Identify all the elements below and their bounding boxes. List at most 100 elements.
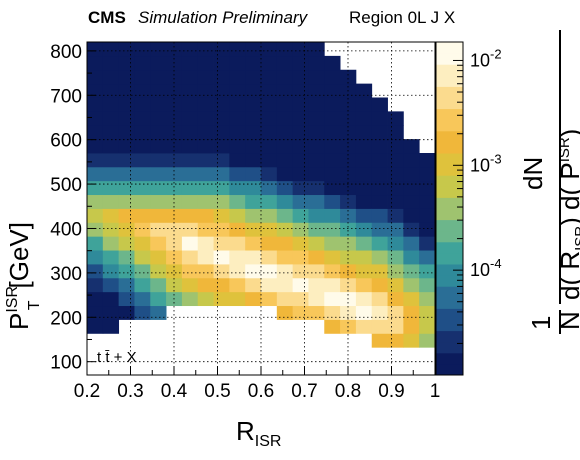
heatmap-cell (134, 111, 151, 126)
heatmap-cell (87, 55, 104, 71)
color-scale-border (435, 41, 464, 376)
heatmap-cell (102, 166, 120, 182)
heatmap-cell (197, 166, 214, 182)
color-scale-step (436, 119, 463, 132)
heatmap-cell (181, 194, 199, 209)
color-scale-step (436, 108, 463, 121)
heatmap-cell (292, 222, 309, 237)
z-axis-ticks: 10-4 10-3 10-2 (453, 46, 502, 344)
heatmap-cell (276, 69, 294, 85)
heatmap-cell (276, 139, 294, 154)
heatmap-cell (308, 264, 325, 279)
color-scale-step (436, 363, 463, 376)
heatmap-cell (118, 305, 135, 320)
heatmap-cell (308, 180, 325, 196)
heatmap-cell (292, 250, 309, 265)
heatmap-cell (419, 208, 436, 223)
color-scale-step (436, 75, 463, 87)
heatmap-cell (229, 125, 246, 140)
color-scale-step (436, 230, 463, 243)
experiment-label: CMS (88, 8, 126, 27)
color-scale-step (436, 197, 463, 209)
heatmap-cell (308, 305, 325, 320)
x-tick-label: 0.2 (74, 381, 100, 402)
heatmap-cell (181, 83, 199, 98)
heatmap-cell (150, 139, 167, 154)
heatmap-cell (245, 166, 262, 182)
color-scale-step (436, 341, 463, 354)
heatmap-cell (292, 111, 309, 126)
heatmap-cell (261, 166, 278, 182)
heatmap-cell (324, 69, 341, 85)
heatmap-cell (134, 180, 151, 196)
heatmap-cell (197, 222, 214, 237)
heatmap-cell (371, 166, 388, 182)
heatmap-cell (118, 111, 135, 126)
heatmap-cell (245, 291, 262, 307)
heatmap-cell (213, 194, 230, 209)
heatmap-cell (340, 194, 357, 209)
heatmap-cell (245, 222, 262, 237)
heatmap-cell (387, 139, 404, 154)
color-scale-step (436, 97, 463, 110)
heatmap-cell (102, 139, 120, 154)
heatmap-cell (197, 125, 214, 140)
heatmap-cell (150, 264, 167, 279)
heatmap-cell (261, 264, 278, 279)
heatmap-cell (340, 305, 357, 320)
heatmap-cell (166, 250, 183, 265)
heatmap-cell (197, 83, 214, 98)
heatmap-cell (102, 305, 120, 320)
heatmap-cell (371, 222, 388, 237)
heatmap-cell (387, 111, 404, 126)
heatmap-cell (261, 97, 278, 112)
color-scale-step (436, 130, 463, 143)
heatmap-cell (308, 277, 325, 293)
color-scale-step (436, 275, 463, 287)
heatmap-cell (118, 194, 135, 209)
heatmap-cell (419, 264, 436, 279)
heatmap-cell (261, 291, 278, 307)
heatmap-cell (292, 194, 309, 209)
heatmap-cell (308, 55, 325, 71)
heatmap-cell (403, 180, 420, 196)
heatmap-cell (276, 180, 294, 196)
heatmap-cell (213, 166, 230, 182)
heatmap-cell (197, 250, 214, 265)
heatmap-cell (403, 222, 420, 237)
heatmap-cell (245, 277, 262, 293)
heatmap-cell (355, 208, 373, 223)
heatmap-cell (181, 236, 199, 251)
heatmap-cell (261, 153, 278, 168)
heatmap-cell (229, 97, 246, 112)
heatmap-cell (292, 291, 309, 307)
heatmap-cell (181, 222, 199, 237)
heatmap-cell (308, 111, 325, 126)
heatmap-cell (245, 83, 262, 98)
heatmap-cell (371, 319, 388, 334)
heatmap-cell (261, 222, 278, 237)
heatmap-cell (419, 291, 436, 307)
heatmap-cell (166, 208, 183, 223)
heatmap-cell (340, 125, 357, 140)
heatmap-cell (213, 139, 230, 154)
heatmap-cell (134, 166, 151, 182)
heatmap-cell (134, 305, 151, 320)
heatmap-cell (229, 264, 246, 279)
heatmap-cell (419, 333, 436, 348)
heatmap-cell (419, 236, 436, 251)
heatmap-cell (403, 277, 420, 293)
heatmap-cell (102, 264, 120, 279)
heatmap-cell (181, 264, 199, 279)
heatmap-cell (308, 125, 325, 140)
heatmap-cell (213, 236, 230, 251)
heatmap-cell (308, 291, 325, 307)
heatmap-cell (166, 42, 183, 57)
heatmap-cell (276, 222, 294, 237)
heatmap-cell (213, 250, 230, 265)
heatmap-cell (181, 291, 199, 307)
heatmap-cell (324, 305, 341, 320)
heatmap-cell (118, 222, 135, 237)
y-tick-label: 500 (50, 175, 82, 196)
color-scale-step (436, 219, 463, 232)
